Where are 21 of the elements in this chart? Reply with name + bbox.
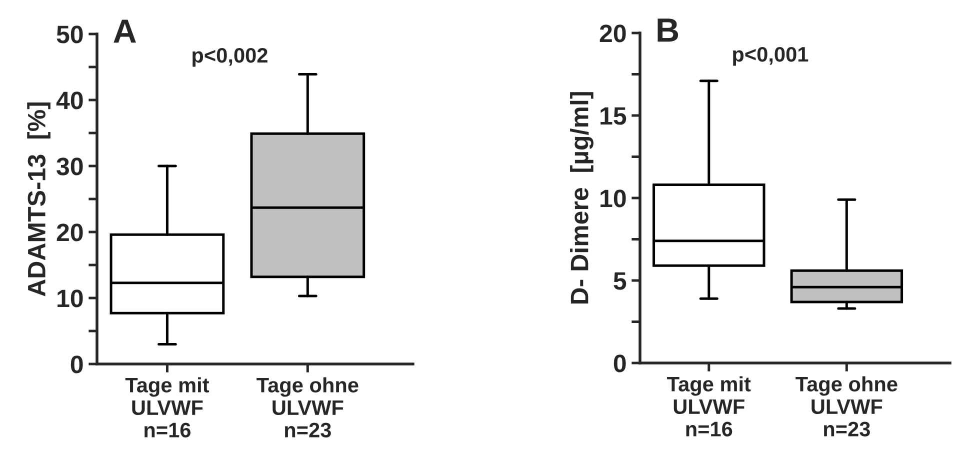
chart-title: B xyxy=(658,18,678,42)
y-tick-label: 20 xyxy=(56,224,83,242)
annotation: p<0,001 xyxy=(733,46,808,66)
chart-title: A xyxy=(114,20,136,43)
y-tick-label: 5 xyxy=(614,272,626,290)
annotation: p<0,002 xyxy=(192,48,268,67)
x-tick-label: Tage ohne ULVWF n=23 xyxy=(256,377,358,438)
y-tick-label: 10 xyxy=(58,290,83,308)
y-tick-label: 30 xyxy=(56,158,83,176)
y-tick-label: 50 xyxy=(56,26,83,44)
y-axis-title: ADAMTS-13 [%] xyxy=(27,102,50,296)
y-axis-title: D- Dimere [µg/ml] xyxy=(570,92,594,304)
y-tick-label: 20 xyxy=(600,24,626,42)
y-tick-label: 40 xyxy=(56,92,83,110)
y-tick-label: 0 xyxy=(70,356,83,374)
x-tick-label: Tage ohne ULVWF n=23 xyxy=(796,376,898,436)
y-tick-label: 15 xyxy=(600,107,626,125)
y-tick-label: 0 xyxy=(614,354,626,372)
y-tick-label: 10 xyxy=(600,190,626,208)
x-tick-label: Tage mit ULVWF n=16 xyxy=(125,377,210,438)
x-tick-label: Tage mit ULVWF n=16 xyxy=(667,376,751,436)
